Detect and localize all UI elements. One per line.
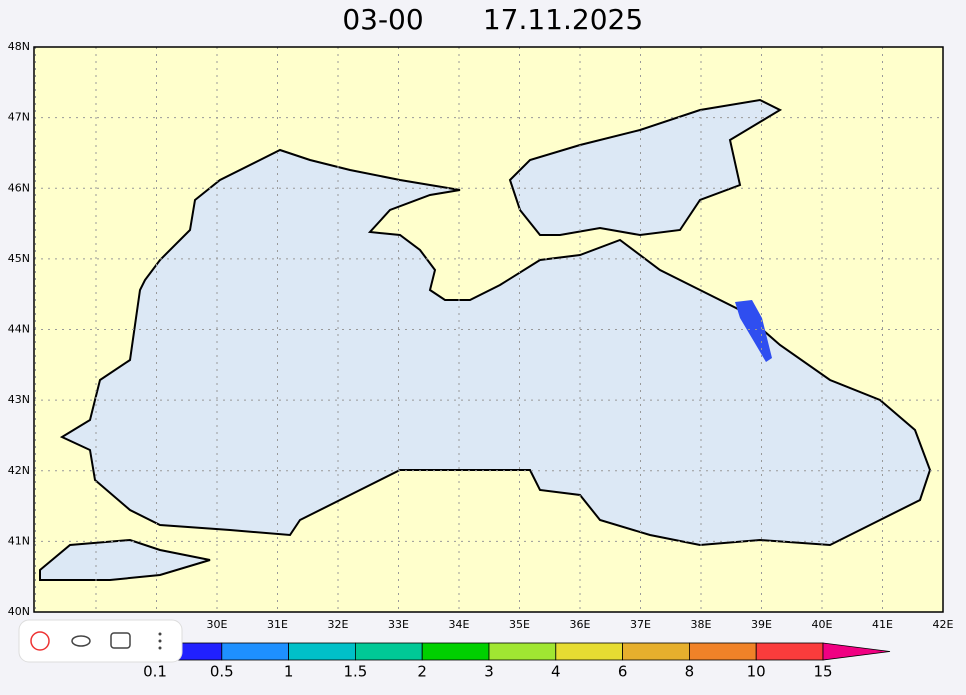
lon-label: 36E — [570, 618, 591, 631]
lon-label: 40E — [812, 618, 833, 631]
colorbar-label: 0.5 — [210, 663, 234, 681]
colorbar-arrow — [822, 642, 891, 661]
colorbar-cell — [288, 642, 356, 661]
black-sea — [59, 148, 932, 547]
colorbar-cell — [421, 642, 490, 661]
lat-label: 44N — [8, 323, 30, 336]
camera-icon[interactable] — [110, 632, 131, 649]
colorbar-label: 2 — [417, 663, 427, 681]
lat-label: 41N — [8, 534, 30, 547]
title-date: 17.11.2025 — [483, 3, 643, 36]
lat-label: 45N — [8, 252, 30, 265]
menu-icon[interactable] — [158, 639, 162, 643]
colorbar-label: 1.5 — [343, 663, 367, 681]
marmara-sea — [39, 538, 211, 581]
colorbar-cell — [755, 642, 824, 661]
colorbar-label: 15 — [813, 663, 832, 681]
toolbar-bg — [18, 619, 183, 663]
colorbar-label: 10 — [747, 663, 766, 681]
colorbar-label: 8 — [685, 663, 695, 681]
colorbar-cell — [488, 642, 557, 661]
colorbar-label: 0.1 — [143, 663, 167, 681]
lat-label: 43N — [8, 393, 30, 406]
lon-label: 38E — [691, 618, 712, 631]
toolbar — [18, 619, 183, 663]
azov-sea — [508, 98, 783, 237]
title-time: 03-00 — [342, 3, 423, 36]
colorbar-cell — [221, 642, 290, 661]
lon-label: 37E — [630, 618, 651, 631]
lon-label: 39E — [751, 618, 772, 631]
lon-label: 42E — [933, 618, 954, 631]
colorbar-label: 4 — [551, 663, 561, 681]
lon-label: 30E — [207, 618, 228, 631]
lat-label: 42N — [8, 464, 30, 477]
colorbar-cell — [555, 642, 623, 661]
colorbar-label: 3 — [484, 663, 494, 681]
map-frame — [33, 46, 944, 613]
colorbar-cell — [689, 642, 757, 661]
map — [33, 46, 944, 613]
precip-area — [735, 300, 772, 362]
browser-icon[interactable] — [30, 631, 50, 651]
lat-label: 47N — [8, 111, 30, 124]
colorbar-cell — [622, 642, 690, 661]
lon-label: 34E — [449, 618, 470, 631]
colorbar-label: 6 — [618, 663, 628, 681]
colorbar-label: 1 — [284, 663, 294, 681]
lon-label: 32E — [328, 618, 349, 631]
lon-label: 33E — [388, 618, 409, 631]
axis-labels: 48N 47N 46N 45N 44N 43N 42N 41N 40N 30E 31E 32E 33E 3… — [8, 40, 954, 631]
lon-label: 35E — [509, 618, 530, 631]
lat-label: 40N — [8, 605, 30, 618]
lon-label: 31E — [267, 618, 288, 631]
menu-icon[interactable] — [158, 632, 162, 636]
lat-label: 46N — [8, 181, 30, 194]
lon-label: 41E — [872, 618, 893, 631]
lat-label: 48N — [8, 40, 30, 53]
eye-icon[interactable] — [71, 635, 91, 647]
colorbar: 0.1 0.5 1 1.5 2 3 4 6 8 10 15 — [143, 642, 891, 681]
menu-icon[interactable] — [158, 646, 162, 650]
colorbar-cell — [354, 642, 423, 661]
